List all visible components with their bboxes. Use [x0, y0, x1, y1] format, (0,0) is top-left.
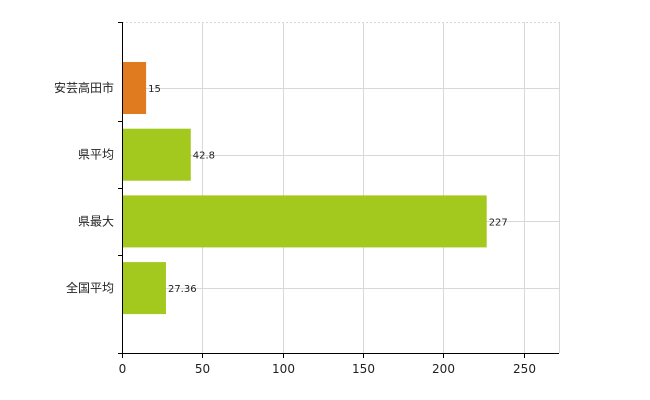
- x-tick-label: 50: [195, 362, 210, 376]
- category-label: 県平均: [78, 148, 114, 162]
- x-tick-label: 0: [119, 362, 127, 376]
- data-label: 15: [148, 84, 161, 95]
- bar: [122, 262, 166, 315]
- data-label: 27.36: [168, 284, 197, 295]
- x-tick-label: 100: [272, 362, 295, 376]
- category-label: 全国平均: [66, 280, 114, 295]
- data-label: 227: [489, 217, 508, 228]
- x-tick-label: 200: [432, 362, 455, 376]
- data-label: 42.8: [193, 151, 215, 162]
- bar: [122, 128, 191, 181]
- x-tick-label: 250: [513, 362, 536, 376]
- bar: [122, 195, 487, 248]
- category-label: 安芸高田市: [54, 80, 114, 95]
- category-label: 県最大: [78, 214, 114, 228]
- bar: [122, 62, 147, 114]
- x-tick-label: 150: [352, 362, 375, 376]
